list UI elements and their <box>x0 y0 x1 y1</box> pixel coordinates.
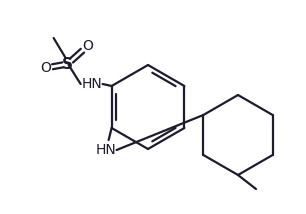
Text: O: O <box>40 61 51 75</box>
Text: O: O <box>82 39 93 53</box>
Text: HN: HN <box>95 143 116 157</box>
Text: HN: HN <box>81 77 102 91</box>
Text: S: S <box>62 56 73 71</box>
